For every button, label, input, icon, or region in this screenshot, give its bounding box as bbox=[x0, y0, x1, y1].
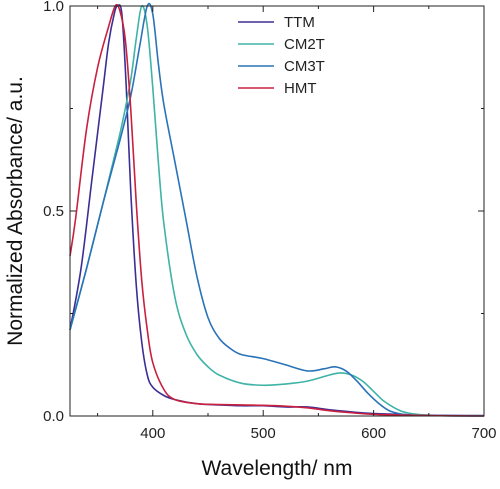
y-tick-label: 1.0 bbox=[43, 0, 64, 15]
plot-area bbox=[69, 2, 485, 417]
x-tick-label: 400 bbox=[140, 425, 165, 442]
series-line-hmt bbox=[69, 3, 485, 417]
x-axis: 400 500 600 700 bbox=[97, 6, 497, 442]
legend: TTM CM2T CM3T HMT bbox=[238, 14, 325, 97]
legend-label: CM3T bbox=[284, 58, 325, 75]
series-line-cm3t bbox=[69, 2, 485, 417]
series-line-cm2t bbox=[69, 4, 485, 417]
legend-label: TTM bbox=[284, 14, 315, 31]
x-tick-label: 600 bbox=[361, 425, 386, 442]
series-line-ttm bbox=[69, 4, 485, 417]
y-tick-label: 0.5 bbox=[43, 203, 64, 220]
x-tick-label: 500 bbox=[251, 425, 276, 442]
x-tick-label: 700 bbox=[471, 425, 496, 442]
y-tick-label: 0.0 bbox=[43, 408, 64, 425]
y-axis-title: Normalized Absorbance/ a.u. bbox=[4, 76, 27, 346]
y-axis: 0.0 0.5 1.0 bbox=[43, 0, 484, 425]
legend-label: CM2T bbox=[284, 36, 325, 53]
legend-label: HMT bbox=[284, 80, 317, 97]
x-axis-title: Wavelength/ nm bbox=[202, 457, 353, 480]
